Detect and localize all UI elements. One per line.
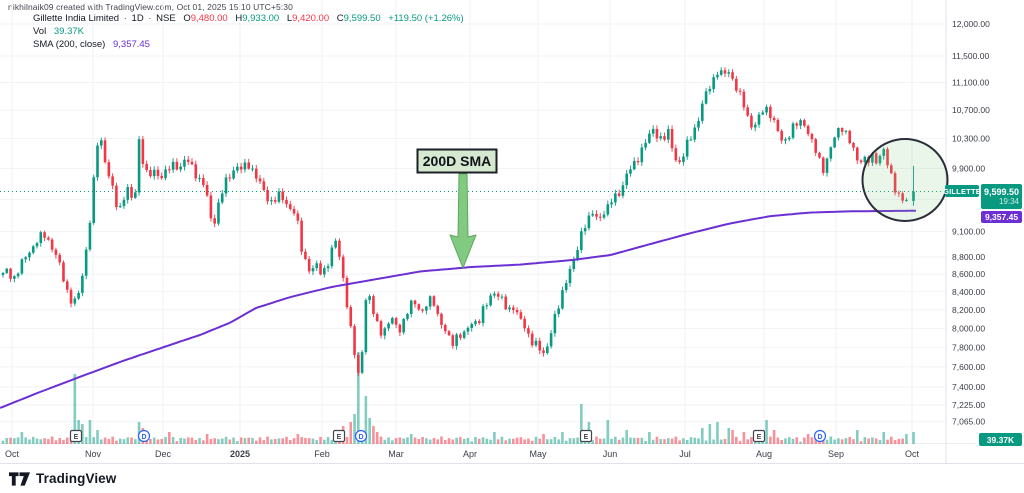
svg-text:8,400.00: 8,400.00 xyxy=(952,287,985,297)
sma-callout-label[interactable]: 200D SMA xyxy=(416,148,498,174)
svg-text:D: D xyxy=(358,434,363,441)
last-price-badge: 9,599.50 19:34 xyxy=(981,184,1022,209)
svg-text:May: May xyxy=(529,449,547,459)
chart-canvas[interactable]: 200D SMA E D E D E E D 12,000.00 11,500.00 11,10… xyxy=(0,0,1024,463)
export-watermark: nikhilnaik09 created with TradingView.co… xyxy=(8,2,293,12)
last-price-value: 9,599.50 xyxy=(983,187,1019,197)
svg-text:Aug: Aug xyxy=(756,449,772,459)
legend-title-row[interactable]: Gillette India Limited · 1D · NSE O9,480… xyxy=(33,13,464,24)
svg-text:9,100.00: 9,100.00 xyxy=(952,227,985,237)
volume-axis-badge: 39.37K xyxy=(979,433,1022,446)
last-price-time: 19:34 xyxy=(998,197,1019,206)
svg-text:Mar: Mar xyxy=(388,449,404,459)
candlesticks xyxy=(1,67,915,377)
svg-text:Apr: Apr xyxy=(463,449,477,459)
svg-text:8,000.00: 8,000.00 xyxy=(952,323,985,333)
svg-text:E: E xyxy=(757,434,762,441)
svg-text:7,400.00: 7,400.00 xyxy=(952,382,985,392)
svg-text:Oct: Oct xyxy=(905,449,920,459)
svg-text:Nov: Nov xyxy=(85,449,102,459)
legend-symbol-name: Gillette India Limited xyxy=(33,13,120,24)
grid-lines xyxy=(0,0,1024,463)
sma-200-line[interactable] xyxy=(0,209,916,409)
svg-text:8,800.00: 8,800.00 xyxy=(952,252,985,262)
legend-interval: 1D xyxy=(131,13,144,24)
time-axis[interactable]: Oct Nov Dec 2025 Feb Mar Apr May Jun Jul Aug Sep Oct xyxy=(5,449,920,459)
ohlc-open: 9,480.00 xyxy=(190,13,228,24)
svg-text:Sep: Sep xyxy=(828,449,844,459)
callout-arrow[interactable] xyxy=(449,173,477,269)
svg-text:D: D xyxy=(141,434,146,441)
svg-text:7,800.00: 7,800.00 xyxy=(952,342,985,352)
volume-value: 39.37K xyxy=(53,26,84,37)
price-axis[interactable]: 12,000.00 11,500.00 11,100.00 10,700.00 10,3… xyxy=(952,19,990,427)
legend-volume-row[interactable]: Vol 39.37K xyxy=(33,26,84,37)
legend-sma-row[interactable]: SMA (200, close) 9,357.45 xyxy=(33,39,150,50)
svg-text:Jun: Jun xyxy=(603,449,618,459)
footer-bar: TradingView xyxy=(0,463,1024,493)
svg-text:11,100.00: 11,100.00 xyxy=(952,78,989,88)
tradingview-logo-text[interactable]: TradingView xyxy=(36,471,117,486)
svg-text:E: E xyxy=(74,434,79,441)
symbol-legend[interactable]: Gillette India Limited · 1D · NSE O9,480… xyxy=(33,13,464,52)
svg-text:E: E xyxy=(337,434,342,441)
svg-text:7,065.00: 7,065.00 xyxy=(952,417,985,427)
highlight-circle-annotation[interactable] xyxy=(861,138,949,222)
ohlc-close: 9,599.50 xyxy=(343,13,381,24)
symbol-price-tag: GILLETTE xyxy=(943,185,981,197)
ohlc-high: 9,933.00 xyxy=(242,13,280,24)
svg-text:Jul: Jul xyxy=(679,449,691,459)
svg-text:9,900.00: 9,900.00 xyxy=(952,163,985,173)
svg-text:Oct: Oct xyxy=(5,449,20,459)
svg-text:11,500.00: 11,500.00 xyxy=(952,51,989,61)
tradingview-logo-icon[interactable] xyxy=(9,471,30,486)
svg-text:Feb: Feb xyxy=(314,449,330,459)
svg-text:Dec: Dec xyxy=(155,449,172,459)
svg-text:7,600.00: 7,600.00 xyxy=(952,362,985,372)
sma-value: 9,357.45 xyxy=(112,39,150,50)
svg-text:10,700.00: 10,700.00 xyxy=(952,105,990,115)
legend-exchange: NSE xyxy=(156,13,176,24)
svg-text:10,300.00: 10,300.00 xyxy=(952,134,990,144)
sma-callout-text: 200D SMA xyxy=(423,153,491,169)
sma-price-badge: 9,357.45 xyxy=(981,211,1022,223)
svg-text:2025: 2025 xyxy=(230,449,250,459)
change-value: +119.50 (+1.26%) xyxy=(388,13,464,24)
svg-text:8,200.00: 8,200.00 xyxy=(952,305,985,315)
ohlc-low: 9,420.00 xyxy=(292,13,330,24)
svg-text:7,225.00: 7,225.00 xyxy=(952,400,985,410)
svg-text:E: E xyxy=(584,434,589,441)
svg-text:12,000.00: 12,000.00 xyxy=(952,19,990,29)
volume-bars xyxy=(1,352,915,444)
svg-text:8,600.00: 8,600.00 xyxy=(952,269,985,279)
svg-text:D: D xyxy=(817,434,822,441)
